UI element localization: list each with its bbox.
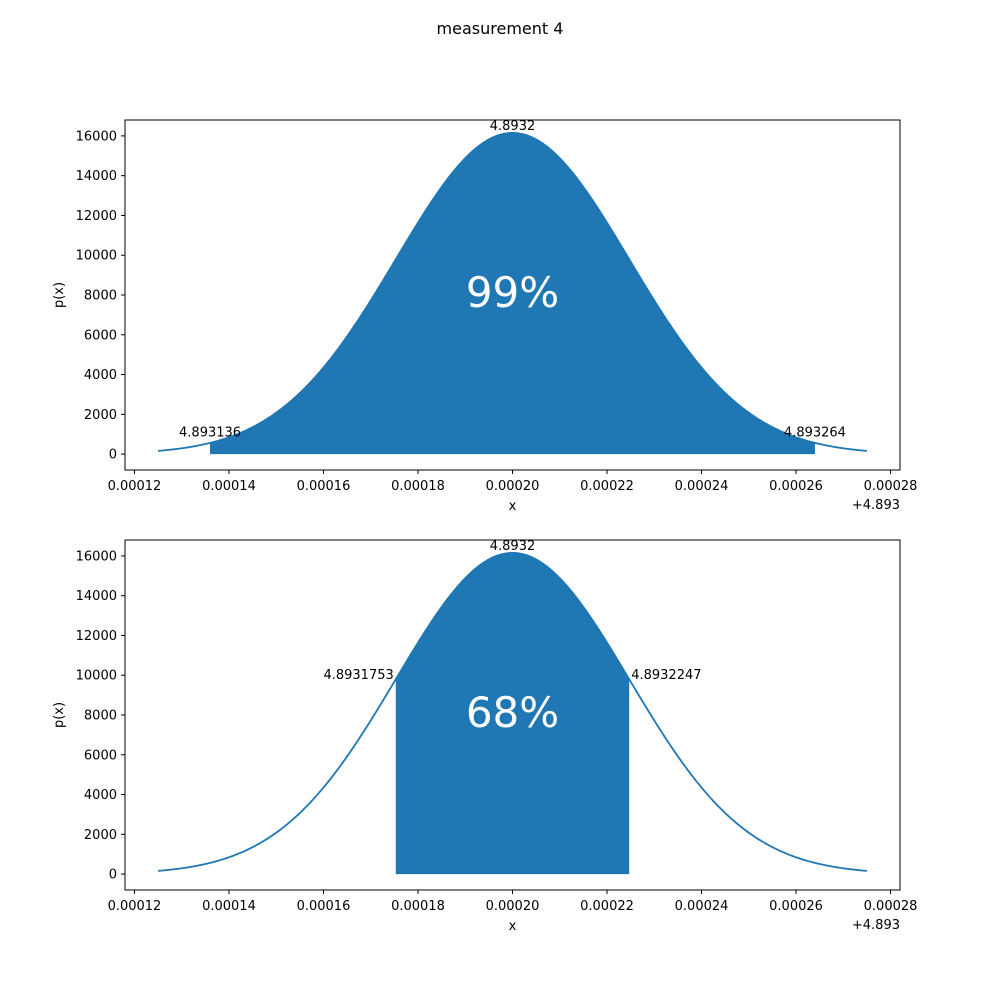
x-tick-label: 0.00016 bbox=[297, 479, 351, 494]
annotation: 4.893136 bbox=[179, 425, 241, 440]
x-tick-label: 0.00012 bbox=[108, 479, 162, 494]
y-tick-label: 8000 bbox=[84, 289, 117, 304]
y-tick-label: 14000 bbox=[76, 169, 117, 184]
y-tick-label: 14000 bbox=[76, 589, 117, 604]
annotation: 4.8932247 bbox=[631, 668, 701, 683]
x-tick-label: 0.00026 bbox=[769, 479, 823, 494]
annotation: 4.8932 bbox=[490, 119, 536, 134]
x-tick-label: 0.00018 bbox=[391, 479, 445, 494]
y-tick-label: 2000 bbox=[84, 408, 117, 423]
x-tick-label: 0.00014 bbox=[202, 899, 256, 914]
x-tick-label: 0.00018 bbox=[391, 899, 445, 914]
x-tick-label: 0.00022 bbox=[580, 479, 634, 494]
annotation: 4.893264 bbox=[784, 425, 846, 440]
shaded-area bbox=[210, 132, 815, 455]
x-tick-label: 0.00020 bbox=[486, 479, 540, 494]
x-axis-label: x bbox=[509, 919, 517, 934]
x-offset-label: +4.893 bbox=[852, 498, 900, 513]
x-tick-label: 0.00014 bbox=[202, 479, 256, 494]
percent-label: 99% bbox=[466, 268, 559, 317]
y-tick-label: 4000 bbox=[84, 368, 117, 383]
annotation: 4.8932 bbox=[490, 539, 536, 554]
y-tick-label: 4000 bbox=[84, 788, 117, 803]
figure-title: measurement 4 bbox=[437, 19, 564, 38]
y-tick-label: 6000 bbox=[84, 748, 117, 763]
shaded-area bbox=[395, 552, 630, 875]
annotation: 4.8931753 bbox=[323, 668, 393, 683]
x-tick-label: 0.00022 bbox=[580, 899, 634, 914]
x-tick-label: 0.00024 bbox=[675, 479, 729, 494]
x-tick-label: 0.00028 bbox=[864, 899, 918, 914]
y-tick-label: 6000 bbox=[84, 328, 117, 343]
x-tick-label: 0.00028 bbox=[864, 479, 918, 494]
y-tick-label: 8000 bbox=[84, 709, 117, 724]
y-tick-label: 16000 bbox=[76, 549, 117, 564]
y-axis-label: p(x) bbox=[52, 282, 67, 308]
y-tick-label: 12000 bbox=[76, 629, 117, 644]
y-tick-label: 0 bbox=[109, 448, 117, 463]
x-tick-label: 0.00026 bbox=[769, 899, 823, 914]
y-axis-label: p(x) bbox=[52, 702, 67, 728]
y-tick-label: 10000 bbox=[76, 249, 117, 264]
x-axis-label: x bbox=[509, 499, 517, 514]
x-offset-label: +4.893 bbox=[852, 918, 900, 933]
density-curve bbox=[158, 131, 867, 452]
percent-label: 68% bbox=[466, 688, 559, 737]
y-tick-label: 2000 bbox=[84, 828, 117, 843]
subplot-1: 0.00012 0.00014 0.00016 0.00018 0.00020 0.000… bbox=[52, 119, 917, 514]
x-tick-label: 0.00012 bbox=[108, 899, 162, 914]
y-tick-label: 0 bbox=[109, 868, 117, 883]
density-curve bbox=[158, 551, 867, 872]
plots: 0.00012 0.00014 0.00016 0.00018 0.00020 0.000… bbox=[52, 119, 917, 934]
y-tick-label: 12000 bbox=[76, 209, 117, 224]
x-tick-label: 0.00016 bbox=[297, 899, 351, 914]
y-tick-label: 16000 bbox=[76, 129, 117, 144]
y-tick-label: 10000 bbox=[76, 669, 117, 684]
x-tick-label: 0.00020 bbox=[486, 899, 540, 914]
subplot-2: 0.00012 0.00014 0.00016 0.00018 0.00020 0.000… bbox=[52, 539, 917, 934]
x-tick-label: 0.00024 bbox=[675, 899, 729, 914]
